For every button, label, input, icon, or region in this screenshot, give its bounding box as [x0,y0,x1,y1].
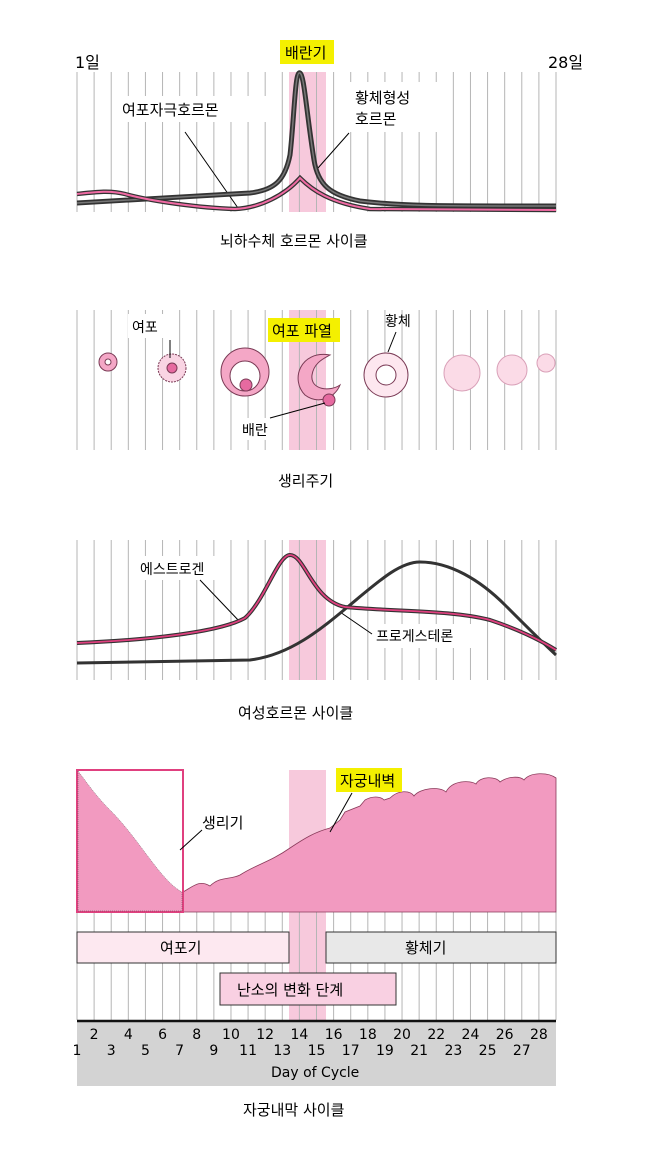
panel4-caption: 자궁내막 사이클 [243,1101,344,1119]
ovum-label: 배란 [242,423,268,439]
corpus-luteum-label: 황체 [385,314,411,330]
pituitary-hormone-panel: 1일 28일 배란기 여포자극호르몬 황체형성 호르몬 뇌하수체 호르몬 사이클 [75,40,583,250]
axis-title: Day of Cycle [271,1065,359,1081]
luteal-phase-label: 황체기 [405,939,446,957]
follicle-illustrations [98,331,556,419]
day-label: 1 [73,1043,82,1059]
day-label: 14 [290,1027,308,1043]
day-label: 19 [376,1043,394,1059]
follicle-label: 여포 [132,320,158,336]
lh-label-line2: 호르몬 [355,110,396,128]
day-label: 22 [427,1027,445,1043]
ovulation-highlight [280,40,334,64]
follicular-phase-bar [76,931,290,964]
day-label: 4 [124,1027,133,1043]
ovulation-label: 배란기 [285,44,326,62]
ovary-cycle-panel: 여포 여포 파열 황체 배란 생리주기 [98,314,556,490]
end-day-label: 28일 [548,53,583,72]
endometrium-lining [182,773,557,913]
panel3-caption: 여성호르몬 사이클 [238,704,353,722]
day-gridlines [76,72,557,1020]
day-label: 7 [175,1043,184,1059]
corpus-albicans-icon [496,354,528,386]
day-label: 26 [496,1027,514,1043]
follicular-phase-label: 여포기 [160,939,201,957]
start-day-label: 1일 [75,53,100,72]
estrogen-label: 에스트로겐 [140,562,204,578]
shedding-lining [77,770,183,912]
day-label: 18 [359,1027,377,1043]
day-label: 2 [90,1027,99,1043]
menstruation-label: 생리기 [202,814,243,832]
day-label: 21 [410,1043,428,1059]
panel1-caption: 뇌하수체 호르몬 사이클 [220,232,368,250]
endometrium-panel: 자궁내벽 생리기 여포기 황체기 난소의 변화 단계 2 4 6 8 10 12 14 16 1… [73,768,557,1119]
lh-label-line1: 황체형성 [355,89,410,107]
day-label: 15 [308,1043,326,1059]
ovum-icon [322,393,336,407]
day-label: 16 [325,1027,343,1043]
ruptured-follicle-icon [297,354,342,401]
day-label: 25 [479,1043,497,1059]
ovarian-phase-bar [219,972,397,1006]
day-label: 12 [256,1027,274,1043]
day-axis-bar [77,1021,556,1086]
day-label: 8 [192,1027,201,1043]
day-label: 13 [273,1043,291,1059]
fsh-label: 여포자극호르몬 [122,101,219,119]
day-label: 28 [530,1027,548,1043]
day-label: 27 [513,1043,531,1059]
endometrium-label: 자궁내벽 [340,772,395,790]
day-label: 11 [239,1043,257,1059]
day-label: 10 [222,1027,240,1043]
ovarian-phase-label: 난소의 변화 단계 [237,981,343,999]
day-label: 23 [444,1043,462,1059]
rupture-highlight [268,318,340,342]
female-hormone-panel: 에스트로겐 프로게스테론 여성호르몬 사이클 [76,552,558,722]
regressing-corpus-luteum-icon [443,354,481,392]
progesterone-label: 프로게스테론 [376,629,453,645]
fsh-curve-inner [76,176,557,211]
day-label: 17 [342,1043,360,1059]
day-tick-labels: 2 4 6 8 10 12 14 16 18 20 22 24 26 281 3 5 7 9 11 13 15 17 19 2… [73,1027,548,1059]
day-label: 5 [141,1043,150,1059]
day-label: 24 [462,1027,480,1043]
luteal-phase-bar [325,931,557,964]
estrogen-curve-inner [76,554,557,651]
rupture-label: 여포 파열 [272,322,332,340]
lh-leader-line [317,132,350,169]
endometrium-highlight [336,768,402,792]
day-label: 3 [107,1043,116,1059]
day-label: 9 [209,1043,218,1059]
panel2-caption: 생리주기 [278,472,333,490]
day-label: 20 [393,1027,411,1043]
progesterone-curve [76,560,558,665]
day-label: 6 [158,1027,167,1043]
lh-curve-inner [76,72,557,207]
